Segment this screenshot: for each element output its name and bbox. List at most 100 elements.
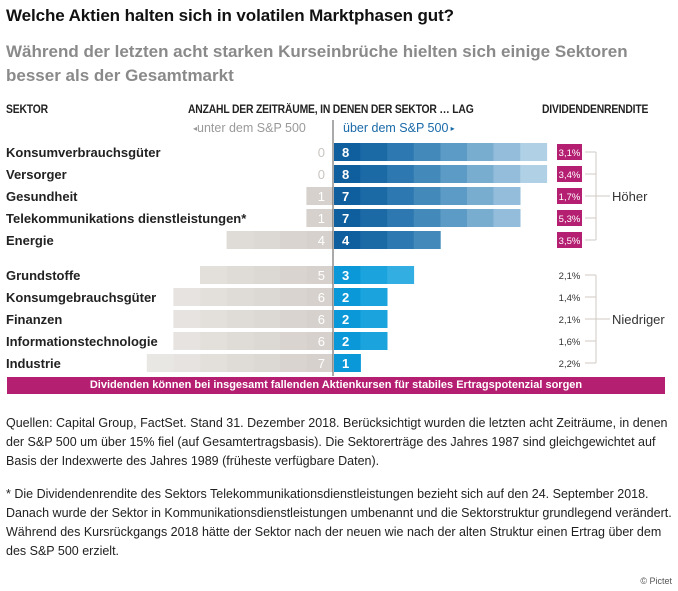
bar-segment-above — [387, 187, 415, 205]
dividend-badge — [557, 144, 582, 160]
bar-segment-above — [440, 165, 468, 183]
legend-above-label: über dem S&P 500 — [343, 121, 449, 135]
bar-segment-above — [493, 187, 521, 205]
legend-below-label: unter dem S&P 500 — [197, 121, 306, 135]
bar-segment-above — [334, 288, 361, 306]
value-above-label: 2 — [342, 312, 349, 327]
group-label: Niedriger — [612, 312, 665, 327]
bar-segment-below — [226, 354, 254, 372]
bar-segment-above — [334, 354, 361, 372]
bar-segment-above — [467, 143, 494, 161]
bar-segment-above — [387, 231, 415, 249]
bar-segment-below — [253, 310, 281, 328]
sector-label: Informationstechnologie — [6, 334, 158, 349]
value-below-label: 6 — [318, 334, 325, 349]
bar-segment-above — [440, 143, 468, 161]
bar-segment-above — [467, 187, 494, 205]
bar-segment-below — [226, 266, 254, 284]
bar-segment-below — [306, 209, 334, 227]
value-below-label: 6 — [318, 312, 325, 327]
value-above-label: 4 — [342, 233, 350, 248]
dividend-value: 5,3% — [559, 214, 581, 225]
bar-segment-below — [226, 332, 254, 350]
bar-segment-above — [387, 209, 415, 227]
bar-segment-below — [173, 332, 201, 350]
value-above-label: 8 — [342, 145, 349, 160]
value-below-label: 7 — [318, 356, 325, 371]
arrow-left-icon: ◂ — [193, 124, 198, 133]
bar-segment-below — [146, 354, 174, 372]
bar-segment-below — [279, 266, 307, 284]
value-below-label: 6 — [318, 290, 325, 305]
bar-segment-above — [520, 165, 548, 183]
bar-segment-above — [334, 310, 361, 328]
sector-label: Telekommunikations dienstleistungen* — [6, 211, 247, 226]
bar-segment-above — [387, 143, 415, 161]
sector-label: Versorger — [6, 167, 67, 182]
bar-segment-above — [493, 143, 521, 161]
bar-segment-above — [493, 165, 521, 183]
bar-segment-below — [306, 266, 334, 284]
bar-segment-below — [306, 310, 334, 328]
dividend-value: 3,5% — [559, 236, 581, 247]
value-above-label: 2 — [342, 334, 349, 349]
sector-label: Finanzen — [6, 312, 62, 327]
bar-segment-below — [200, 354, 227, 372]
bar-segment-below — [306, 187, 334, 205]
bar-segment-above — [334, 187, 361, 205]
column-header-sector: SEKTOR — [6, 104, 48, 116]
dividend-badge — [557, 232, 582, 248]
bar-segment-above — [493, 209, 521, 227]
sources-note: Quellen: Capital Group, FactSet. Stand 3… — [6, 416, 668, 468]
arrow-right-icon: ▸ — [448, 124, 455, 133]
value-above-label: 8 — [342, 167, 349, 182]
summary-banner: Dividenden können bei insgesamt fallende… — [7, 377, 665, 394]
bar-segment-above — [360, 209, 388, 227]
dividend-badge — [557, 210, 582, 226]
value-above-label: 7 — [342, 189, 349, 204]
bar-segment-below — [279, 310, 307, 328]
sector-label: Industrie — [6, 356, 61, 371]
diverging-bar-chart: Konsumverbrauchsgüter 0 8 3,1% Versorger 0 8 3,… — [6, 120, 665, 376]
value-above-label: 7 — [342, 211, 349, 226]
bar-segment-above — [360, 288, 388, 306]
bar-segment-below — [306, 354, 334, 372]
dividend-value: 3,4% — [559, 170, 581, 181]
bar-segment-above — [387, 266, 415, 284]
legend-above: über dem S&P 500 ▸ — [343, 121, 455, 135]
bar-segment-above — [413, 231, 441, 249]
bar-segment-below — [226, 310, 254, 328]
bar-segment-above — [413, 209, 441, 227]
chart-title: Welche Aktien halten sich in volatilen M… — [6, 6, 454, 25]
sector-label: Grundstoffe — [6, 268, 80, 283]
bar-segment-above — [360, 165, 388, 183]
bar-segment-above — [334, 143, 361, 161]
column-header-dividend: DIVIDENDENRENDITE — [542, 104, 649, 116]
bar-segment-below — [226, 288, 254, 306]
bar-segment-above — [334, 231, 361, 249]
bar-segment-below — [306, 332, 334, 350]
bar-segment-below — [253, 231, 281, 249]
dividend-value: 2,1% — [559, 315, 581, 326]
bar-segment-below — [306, 288, 334, 306]
bar-segment-above — [467, 209, 494, 227]
bar-segment-below — [279, 231, 307, 249]
value-above-label: 2 — [342, 290, 349, 305]
dividend-value: 1,4% — [559, 293, 581, 304]
bar-segment-above — [334, 266, 361, 284]
sector-label: Konsumverbrauchsgüter — [6, 145, 161, 160]
bar-segment-below — [279, 288, 307, 306]
chart-subtitle: Während der letzten acht starken Kursein… — [6, 42, 628, 85]
value-below-label: 5 — [318, 268, 325, 283]
bar-segment-below — [253, 288, 281, 306]
value-below-label: 0 — [318, 167, 325, 182]
bar-segment-below — [200, 266, 227, 284]
bar-segment-above — [360, 332, 388, 350]
bar-segment-below — [253, 266, 281, 284]
bar-segment-below — [173, 354, 201, 372]
legend-below: ◂unter dem S&P 500 — [193, 121, 306, 135]
copyright: © Pictet — [640, 576, 672, 586]
asterisk-note: * Die Dividendenrendite des Sektors Tele… — [6, 487, 672, 558]
bar-segment-above — [334, 332, 361, 350]
bar-segment-above — [360, 266, 388, 284]
